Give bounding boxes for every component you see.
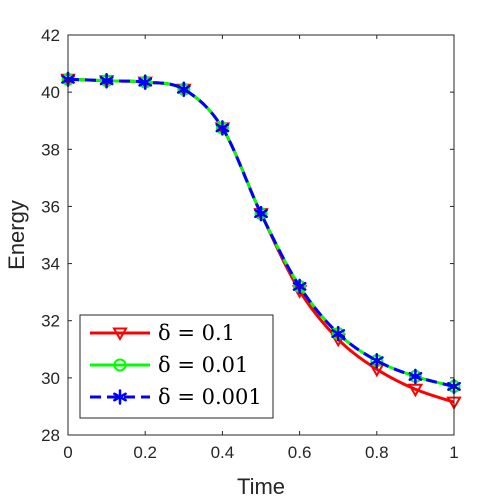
marker-asterisk <box>254 205 268 222</box>
marker-asterisk <box>292 278 307 295</box>
y-axis-label: Energy <box>4 200 29 270</box>
legend-entry: δ = 0.001 <box>90 385 262 409</box>
y-tick-label: 34 <box>41 255 60 274</box>
marker-triangle-down <box>112 327 128 342</box>
x-tick-label: 0.8 <box>365 443 389 462</box>
marker-asterisk <box>99 72 114 89</box>
marker-circle <box>113 358 127 372</box>
marker-asterisk <box>331 325 346 342</box>
legend-label: δ = 0.01 <box>158 353 248 377</box>
marker-asterisk <box>138 74 153 90</box>
marker-asterisk <box>369 352 384 369</box>
legend-label: δ = 0.1 <box>158 321 235 345</box>
axes-box <box>67 34 455 436</box>
series-line <box>67 77 455 388</box>
legend: δ = 0.1 δ = 0.01 δ = 0.001 <box>79 314 274 419</box>
legend-entry: δ = 0.01 <box>90 353 248 377</box>
series-layer <box>60 71 462 411</box>
marker-asterisk <box>176 81 191 98</box>
y-tick-label: 30 <box>41 369 60 388</box>
marker-triangle-down <box>407 383 424 398</box>
marker-asterisk <box>408 368 423 385</box>
series-3 <box>61 71 461 395</box>
x-tick-label: 0.6 <box>288 443 312 462</box>
marker-asterisk <box>113 389 127 405</box>
legend-entries: δ = 0.1 δ = 0.01 δ = 0.001 <box>90 321 262 409</box>
ticks-layer: 0 0.2 0.4 0.6 0.8 1 28 30 32 34 36 38 40 42 <box>41 26 459 462</box>
y-tick-label: 38 <box>41 140 60 159</box>
x-tick-label: 0.4 <box>211 443 235 462</box>
legend-label: δ = 0.001 <box>158 385 262 409</box>
x-tick-label: 1 <box>449 443 458 462</box>
x-axis-label: Time <box>237 474 285 499</box>
y-tick-label: 40 <box>41 83 60 102</box>
x-tick-label: 0.2 <box>133 443 157 462</box>
y-tick-label: 28 <box>41 426 60 445</box>
x-tick-label: 0 <box>63 443 72 462</box>
y-tick-label: 36 <box>41 197 60 216</box>
legend-entry: δ = 0.1 <box>90 321 235 345</box>
y-tick-label: 32 <box>41 312 60 331</box>
y-tick-label: 42 <box>41 26 60 45</box>
marker-asterisk <box>215 120 230 136</box>
